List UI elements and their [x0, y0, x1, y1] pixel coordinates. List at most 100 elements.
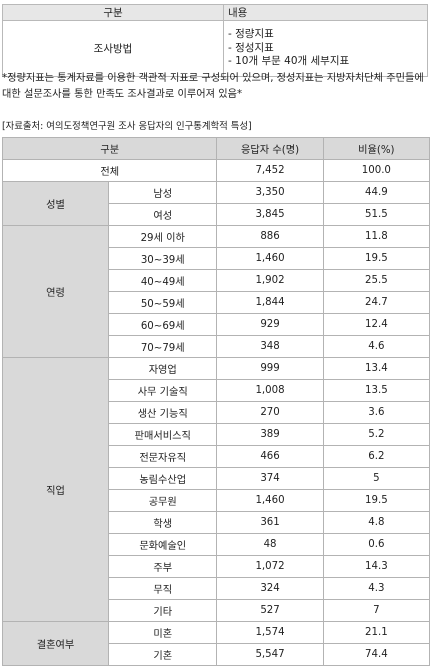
row-label: 30~39세	[108, 247, 218, 270]
row-ratio: 4.3	[322, 577, 431, 600]
row-label: 주부	[108, 555, 218, 578]
group-gender: 성별 남성 3,350 44.9 여성 3,845 51.5	[1, 181, 431, 226]
table-row: 성별 남성 3,350 44.9	[1, 181, 431, 226]
col-header-ratio: 비율(%)	[322, 137, 431, 160]
total-row: 전체 7,452 100.0	[1, 159, 431, 182]
row-label: 사무 기술직	[108, 379, 218, 402]
table-row: 여성 3,845 51.5	[3, 203, 431, 226]
table-row: 연령 29세 이하 886 11.8	[1, 225, 431, 358]
row-count: 3,350	[216, 181, 324, 204]
table-row: 생산 기능직 270 3.6	[3, 401, 431, 424]
row-ratio: 5	[322, 467, 431, 490]
row-label: 기혼	[108, 643, 218, 666]
row-label: 60~69세	[108, 313, 218, 336]
row-label: 50~59세	[108, 291, 218, 314]
header-content: 내용	[223, 4, 428, 21]
row-label: 29세 이하	[108, 225, 218, 248]
table-row: 결혼여부 미혼 1,574 21.1	[1, 621, 431, 666]
row-label: 여성	[108, 203, 218, 226]
row-count: 999	[216, 357, 324, 380]
row-count: 1,008	[216, 379, 324, 402]
row-label: 학생	[108, 511, 218, 534]
row-count: 466	[216, 445, 324, 468]
row-label: 미혼	[108, 621, 218, 644]
row-count: 1,460	[216, 247, 324, 270]
row-label: 자영업	[108, 357, 218, 380]
row-count: 1,072	[216, 555, 324, 578]
method-list: - 정량지표 - 정성지표 - 10개 부문 40개 세부지표	[223, 20, 428, 77]
row-label: 생산 기능직	[108, 401, 218, 424]
group-label: 결혼여부	[1, 621, 110, 666]
table-header-row: 구분 응답자 수(명) 비율(%)	[1, 137, 431, 160]
table-row: 40~49세 1,902 25.5	[3, 269, 431, 292]
demographics-table: 구분 응답자 수(명) 비율(%) 전체 7,452 100.0 성별 남성 3,3…	[1, 137, 431, 666]
row-count: 1,844	[216, 291, 324, 314]
row-label: 40~49세	[108, 269, 218, 292]
group-label: 직업	[1, 357, 110, 622]
method-label: 조사방법	[2, 20, 224, 77]
survey-method-table: 구분 내용 조사방법 - 정량지표 - 정성지표 - 10개 부문 40개 세부…	[2, 4, 428, 77]
row-count: 527	[216, 599, 324, 622]
total-label: 전체	[1, 159, 218, 182]
row-ratio: 4.6	[322, 335, 431, 358]
row-count: 1,460	[216, 489, 324, 512]
row-count: 5,547	[216, 643, 324, 666]
row-count: 270	[216, 401, 324, 424]
row-count: 886	[216, 225, 324, 248]
row-ratio: 0.6	[322, 533, 431, 556]
table-row: 50~59세 1,844 24.7	[3, 291, 431, 314]
row-count: 361	[216, 511, 324, 534]
row-ratio: 74.4	[322, 643, 431, 666]
row-ratio: 44.9	[322, 181, 431, 204]
total-ratio: 100.0	[322, 159, 431, 182]
row-label: 판매서비스직	[108, 423, 218, 446]
row-ratio: 21.1	[322, 621, 431, 644]
col-header-category: 구분	[1, 137, 218, 160]
group-marriage: 결혼여부 미혼 1,574 21.1 기혼 5,547 74.4	[1, 621, 431, 666]
table-row: 사무 기술직 1,008 13.5	[3, 379, 431, 402]
source-caption: [자료출처: 여의도정책연구원 조사 응답자의 인구통계학적 특성]	[2, 121, 252, 132]
table-row: 학생 361 4.8	[3, 511, 431, 534]
group-label: 성별	[1, 181, 110, 226]
row-ratio: 19.5	[322, 489, 431, 512]
method-item: - 정성지표	[228, 41, 274, 54]
row-label: 70~79세	[108, 335, 218, 358]
row-label: 기타	[108, 599, 218, 622]
row-ratio: 19.5	[322, 247, 431, 270]
group-label: 연령	[1, 225, 110, 358]
row-ratio: 13.4	[322, 357, 431, 380]
table-row: 전문자유직 466 6.2	[3, 445, 431, 468]
table-row: 공무원 1,460 19.5	[3, 489, 431, 512]
row-count: 1,574	[216, 621, 324, 644]
row-count: 3,845	[216, 203, 324, 226]
row-ratio: 12.4	[322, 313, 431, 336]
row-count: 929	[216, 313, 324, 336]
row-count: 348	[216, 335, 324, 358]
total-count: 7,452	[216, 159, 324, 182]
row-ratio: 24.7	[322, 291, 431, 314]
row-label: 공무원	[108, 489, 218, 512]
row-ratio: 14.3	[322, 555, 431, 578]
table-row: 기타 527 7	[3, 599, 431, 622]
row-count: 1,902	[216, 269, 324, 292]
group-job: 직업 자영업 999 13.4 사무 기술직 1,008 13.5 생산 기능직 270 3.6 판…	[1, 357, 431, 622]
row-label: 무직	[108, 577, 218, 600]
row-label: 전문자유직	[108, 445, 218, 468]
table-row: 70~79세 348 4.6	[3, 335, 431, 358]
row-label: 농림수산업	[108, 467, 218, 490]
table-row: 문화예술인 48 0.6	[3, 533, 431, 556]
row-count: 389	[216, 423, 324, 446]
method-item: - 10개 부문 40개 세부지표	[228, 55, 350, 68]
row-label: 남성	[108, 181, 218, 204]
row-ratio: 6.2	[322, 445, 431, 468]
table-row: 직업 자영업 999 13.4	[1, 357, 431, 622]
row-ratio: 13.5	[322, 379, 431, 402]
row-ratio: 25.5	[322, 269, 431, 292]
row-label: 문화예술인	[108, 533, 218, 556]
method-table-header: 구분 내용	[2, 4, 428, 21]
method-row: 조사방법 - 정량지표 - 정성지표 - 10개 부문 40개 세부지표	[2, 20, 428, 77]
row-ratio: 7	[322, 599, 431, 622]
row-ratio: 4.8	[322, 511, 431, 534]
row-ratio: 51.5	[322, 203, 431, 226]
row-ratio: 5.2	[322, 423, 431, 446]
